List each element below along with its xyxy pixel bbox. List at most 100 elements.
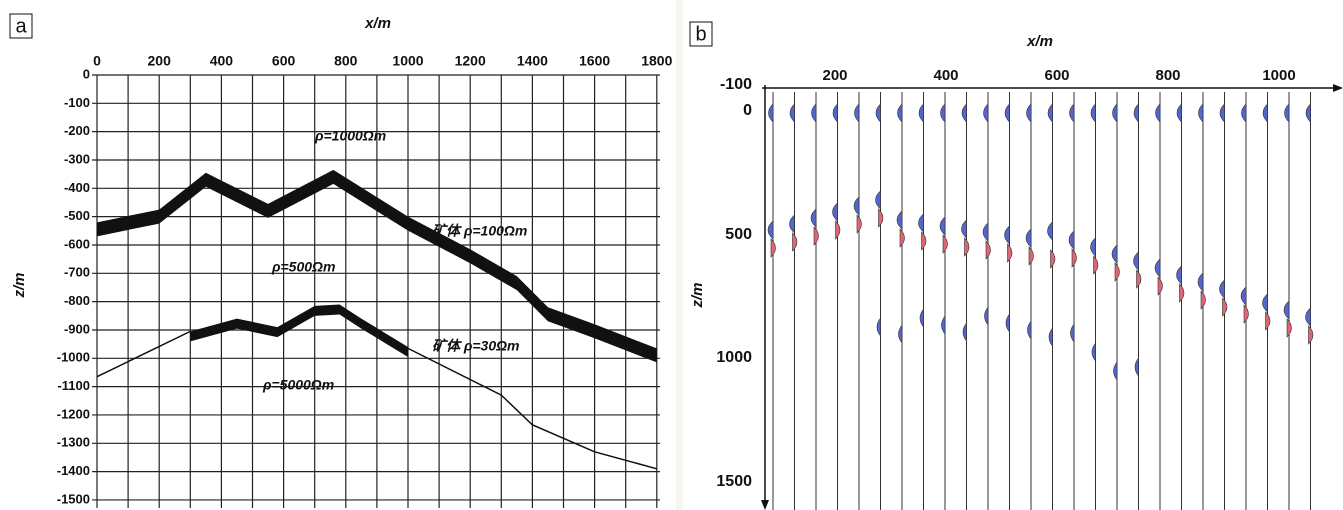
- wavelet: [1283, 300, 1290, 320]
- y-tick-label: -1200: [57, 406, 90, 421]
- x-tick-label: 1000: [1262, 67, 1295, 84]
- wavelet: [982, 222, 989, 242]
- ore-body: [97, 169, 657, 363]
- wavelet: [961, 219, 967, 239]
- x-tick-label: 200: [148, 53, 172, 69]
- wavelet: [1136, 269, 1142, 289]
- x-tick-label: 1400: [517, 53, 548, 69]
- wavelet: [899, 228, 905, 248]
- x-tick-label: 1800: [641, 53, 672, 69]
- wavelet: [1200, 290, 1206, 310]
- wavelet: [1305, 307, 1311, 327]
- wavelet: [1113, 361, 1118, 381]
- y-tick-label: 1000: [716, 349, 752, 366]
- wavelet: [1027, 320, 1032, 340]
- wavelet: [789, 214, 795, 234]
- y-tick-label: -200: [64, 123, 90, 138]
- grid: [92, 74, 660, 508]
- wavelet: [813, 226, 819, 246]
- y-tick-label: 500: [725, 226, 752, 243]
- boundary: [96, 330, 191, 378]
- wavelet: [1069, 103, 1075, 123]
- wavelet: [1176, 103, 1182, 123]
- wavelet: [1114, 262, 1120, 282]
- wavelet: [919, 308, 924, 328]
- wavelet: [1305, 103, 1311, 123]
- x-tick-label: 800: [1155, 67, 1180, 84]
- wavelet: [1090, 103, 1096, 123]
- panel-b-background: [683, 0, 1343, 510]
- wavelet: [1093, 255, 1099, 275]
- y-tick-label: -300: [64, 151, 90, 166]
- wavelet: [1240, 286, 1247, 306]
- wavelet: [810, 208, 817, 228]
- annotation: ρ=500Ωm: [271, 259, 335, 275]
- wavelet: [856, 214, 862, 234]
- annotation: 矿体 ρ=30Ωm: [432, 338, 520, 354]
- y-tick-label: -800: [64, 293, 90, 308]
- wavelet: [897, 103, 903, 123]
- wavelet: [1176, 265, 1182, 285]
- y-tick-label: 0: [743, 102, 752, 119]
- panel-a-label: a: [15, 15, 27, 37]
- boundary: [407, 347, 657, 470]
- x-tick-label: 400: [933, 67, 958, 84]
- wavelet: [1070, 323, 1075, 343]
- x-tick-label: 1200: [455, 53, 486, 69]
- wavelet: [1219, 103, 1225, 123]
- wavelet: [832, 103, 838, 123]
- axis-arrow: [761, 500, 769, 510]
- wavelet: [983, 103, 989, 123]
- y-tick-label: -100: [720, 76, 752, 93]
- y-tick-label: -700: [64, 265, 90, 280]
- y-axis-title: z/m: [11, 272, 28, 298]
- wavelet: [896, 210, 903, 230]
- wavelet: [939, 216, 946, 236]
- wavelet: [875, 103, 881, 123]
- y-tick-label: -400: [64, 180, 90, 195]
- wavelet: [1308, 325, 1314, 345]
- wavelet: [792, 232, 798, 252]
- wavelet: [789, 103, 795, 123]
- y-tick-label: -900: [64, 321, 90, 336]
- wavelet: [898, 324, 903, 344]
- x-tick-label: 400: [210, 53, 234, 69]
- wavelet: [835, 220, 841, 240]
- wavelet: [985, 240, 991, 260]
- x-tick-label: 600: [1044, 67, 1069, 84]
- wavelet: [918, 213, 924, 233]
- annotation: ρ=5000Ωm: [262, 377, 334, 393]
- wavelet: [1048, 327, 1053, 347]
- wavelet: [1068, 230, 1075, 250]
- wavelet: [1025, 228, 1032, 248]
- x-tick-label: 1600: [579, 53, 610, 69]
- y-tick-label: 0: [83, 66, 90, 81]
- wavelet: [1262, 103, 1268, 123]
- wavelet: [942, 234, 948, 254]
- wavelet: [1112, 103, 1118, 123]
- wavelet: [853, 196, 860, 216]
- panel-a-background: [0, 0, 676, 510]
- x-tick-label: 0: [93, 53, 101, 69]
- x-tick-label: 200: [822, 67, 847, 84]
- wavelet: [1265, 311, 1271, 331]
- wavelet: [832, 202, 838, 222]
- x-tick-label: 600: [272, 53, 296, 69]
- wavelet: [1198, 103, 1204, 123]
- wavelet: [1047, 103, 1053, 123]
- wavelet: [941, 315, 946, 335]
- wavelet: [854, 103, 860, 123]
- wavelet: [940, 103, 946, 123]
- wavelet: [1179, 283, 1185, 303]
- wavelet: [1262, 293, 1268, 313]
- wavelet: [1154, 258, 1161, 278]
- wavelet: [1111, 244, 1118, 264]
- wavelet: [1155, 103, 1161, 123]
- wavelet: [1091, 342, 1096, 362]
- wavelet: [770, 238, 776, 258]
- wavelet: [1134, 357, 1139, 377]
- panel-a-label-box: [9, 13, 33, 39]
- wavelet: [964, 237, 970, 257]
